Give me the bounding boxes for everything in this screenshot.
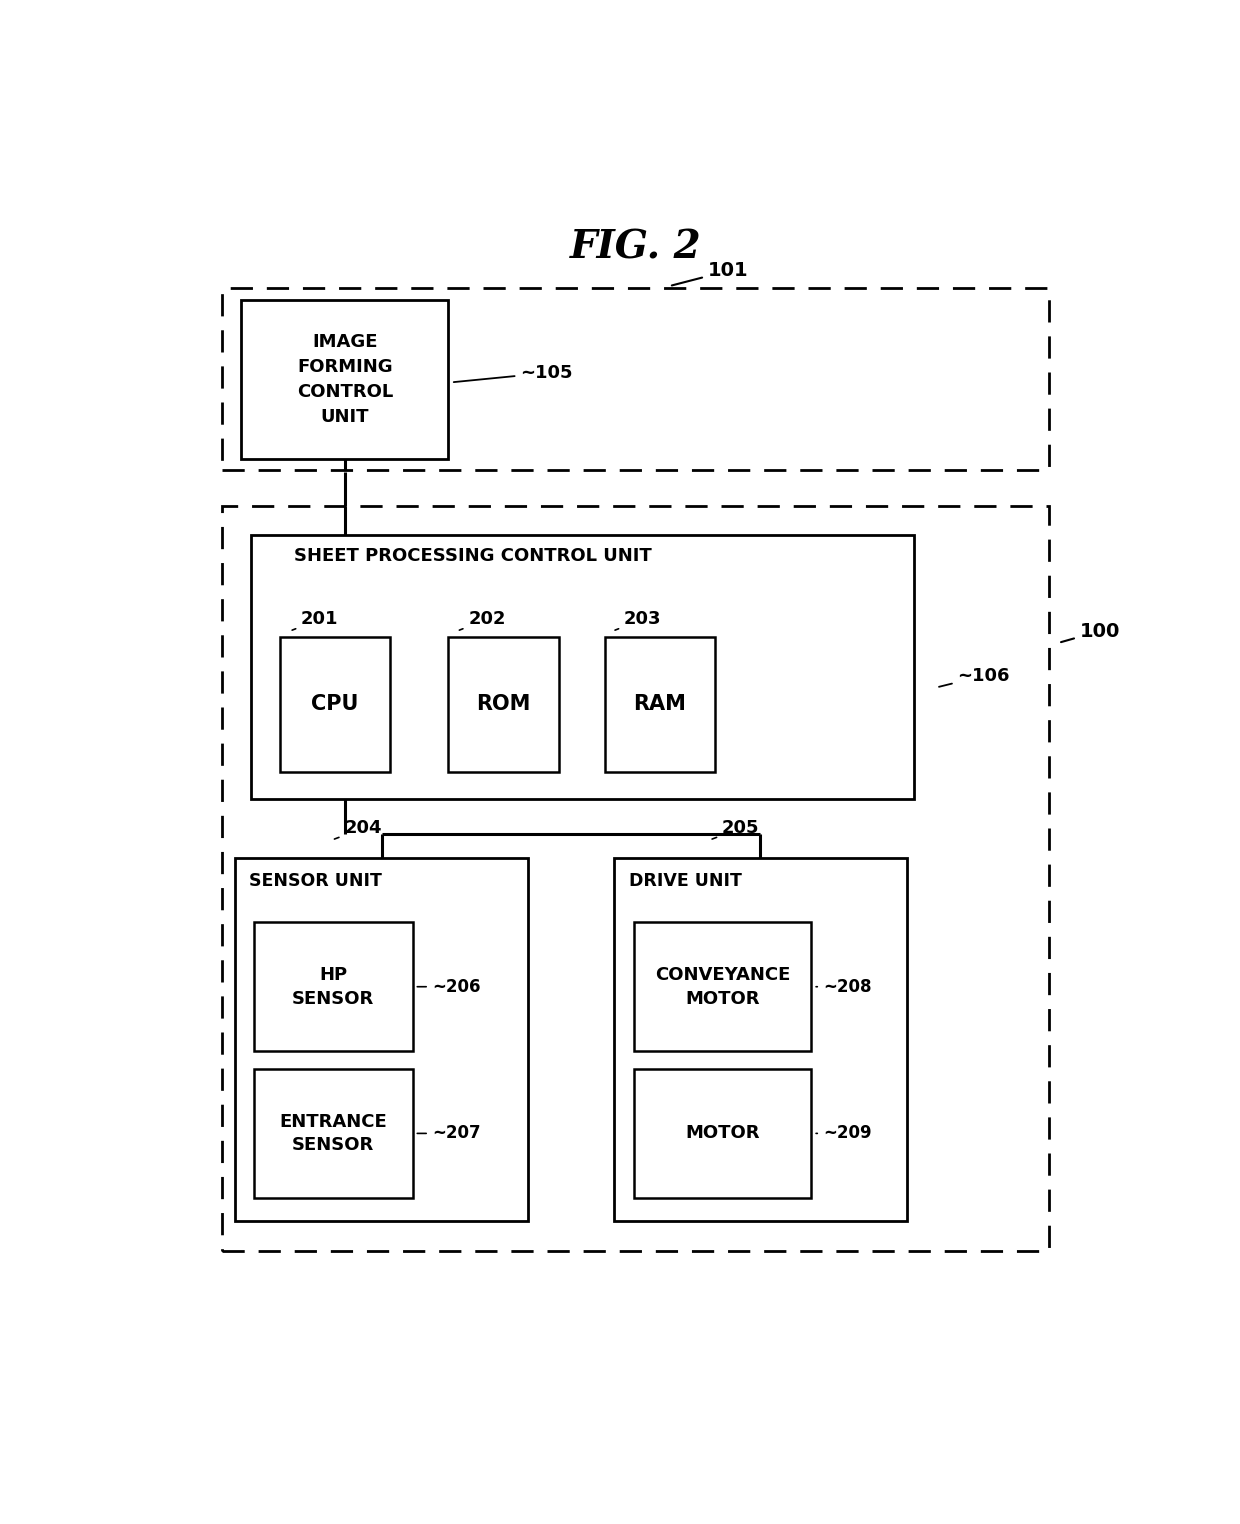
Text: 101: 101 [672,262,748,285]
Text: 202: 202 [459,611,506,629]
Text: ~208: ~208 [816,978,872,995]
Text: 205: 205 [712,820,759,840]
Text: ~209: ~209 [816,1125,872,1143]
Text: ROM: ROM [476,695,531,715]
Text: CPU: CPU [311,695,358,715]
Bar [222,288,1049,471]
Text: SENSOR UNIT: SENSOR UNIT [249,872,382,890]
Bar [280,637,391,773]
Text: 204: 204 [335,820,382,840]
Bar [614,858,908,1221]
Text: ENTRANCE
SENSOR: ENTRANCE SENSOR [279,1113,387,1154]
Text: DRIVE UNIT: DRIVE UNIT [629,872,742,890]
Bar [634,922,811,1052]
Bar [448,637,558,773]
Text: SHEET PROCESSING CONTROL UNIT: SHEET PROCESSING CONTROL UNIT [294,547,652,565]
Text: ~207: ~207 [417,1125,480,1143]
Bar [242,300,448,459]
Bar [234,858,528,1221]
Text: RAM: RAM [634,695,687,715]
Text: ~206: ~206 [417,978,480,995]
Text: 201: 201 [293,611,339,629]
Text: 100: 100 [1061,622,1120,642]
Text: ~105: ~105 [454,364,573,383]
Text: IMAGE
FORMING
CONTROL
UNIT: IMAGE FORMING CONTROL UNIT [296,332,393,425]
Bar [605,637,715,773]
Text: CONVEYANCE
MOTOR: CONVEYANCE MOTOR [655,966,790,1007]
Text: 203: 203 [615,611,661,629]
Text: FIG. 2: FIG. 2 [569,229,702,267]
Bar [634,1068,811,1198]
Text: MOTOR: MOTOR [686,1125,760,1143]
Bar [254,922,413,1052]
Text: HP
SENSOR: HP SENSOR [293,966,374,1007]
Bar [254,1068,413,1198]
Text: ~106: ~106 [939,666,1009,687]
Bar [222,506,1049,1251]
Bar [250,535,914,799]
